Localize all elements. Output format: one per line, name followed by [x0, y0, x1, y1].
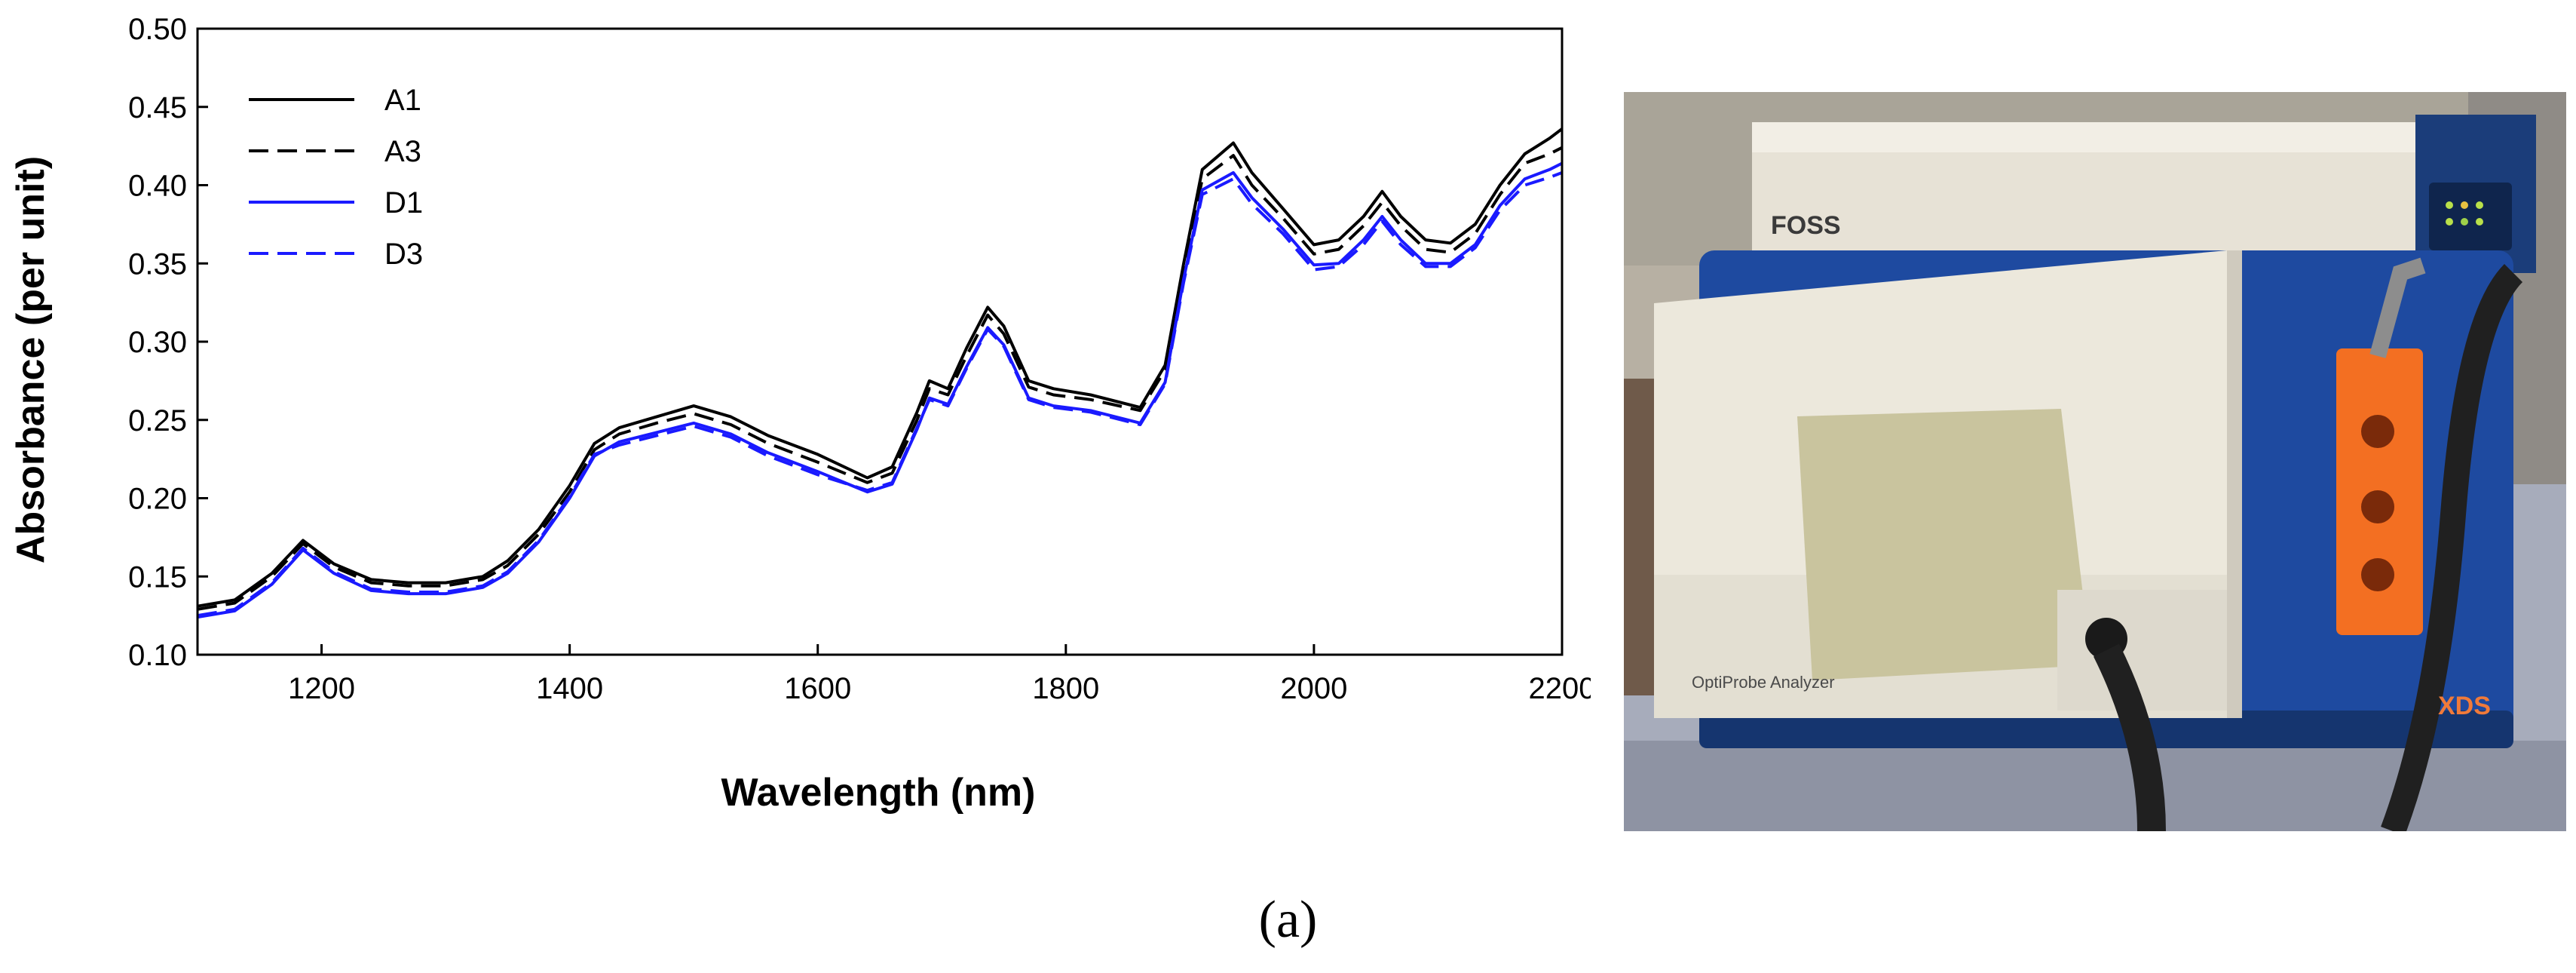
y-tick-label: 0.40 [128, 170, 187, 203]
legend-label-d1: D1 [384, 186, 423, 219]
y-tick-label: 0.45 [128, 91, 187, 124]
x-tick-label: 2000 [1280, 672, 1347, 705]
y-tick-label: 0.15 [128, 560, 187, 594]
model-label: OptiProbe Analyzer [1692, 673, 1835, 692]
series-line-a1 [197, 127, 1564, 608]
plot-area [197, 127, 1564, 619]
brand-label: FOSS [1771, 211, 1841, 240]
y-tick-label: 0.25 [128, 404, 187, 437]
x-tick-label: 2200 [1529, 672, 1591, 705]
y-tick-label: 0.30 [128, 326, 187, 359]
series-line-d1 [197, 161, 1563, 619]
x-tick-label: 1200 [288, 672, 355, 705]
absorbance-chart: 1200 1400 1600 1800 2000 2200 0.10 0.15 0.20 0.25… [9, 13, 1591, 815]
analyzer-illustration: FOSS OptiProbe Analyzer XDS [1624, 92, 2566, 831]
y-tick-label: 0.50 [128, 13, 187, 46]
series-line-d3 [197, 171, 1563, 618]
x-tick-label: 1400 [536, 672, 603, 705]
legend-label-d3: D3 [384, 238, 423, 271]
series-line-a3 [197, 146, 1563, 611]
y-tick-label: 0.35 [128, 247, 187, 281]
panel-label: (a) [1258, 891, 1318, 949]
x-tick-label: 1800 [1032, 672, 1099, 705]
y-axis-title: Absorbance (per unit) [9, 156, 53, 563]
x-tick-label: 1600 [784, 672, 851, 705]
legend-label-a3: A3 [384, 135, 421, 168]
plot-frame [196, 27, 1564, 656]
x-axis-title: Wavelength (nm) [721, 771, 1036, 815]
nir-analyzer-photo: FOSS OptiProbe Analyzer XDS [1624, 92, 2566, 831]
y-tick-label: 0.20 [128, 483, 187, 516]
y-tick-label: 0.10 [128, 639, 187, 672]
series-label: XDS [2438, 692, 2491, 720]
legend-label-a1: A1 [384, 84, 421, 117]
legend: A1 A3 D1 D3 [249, 84, 423, 271]
axes: 1200 1400 1600 1800 2000 2200 0.10 0.15 0.20 0.25… [128, 13, 1591, 705]
